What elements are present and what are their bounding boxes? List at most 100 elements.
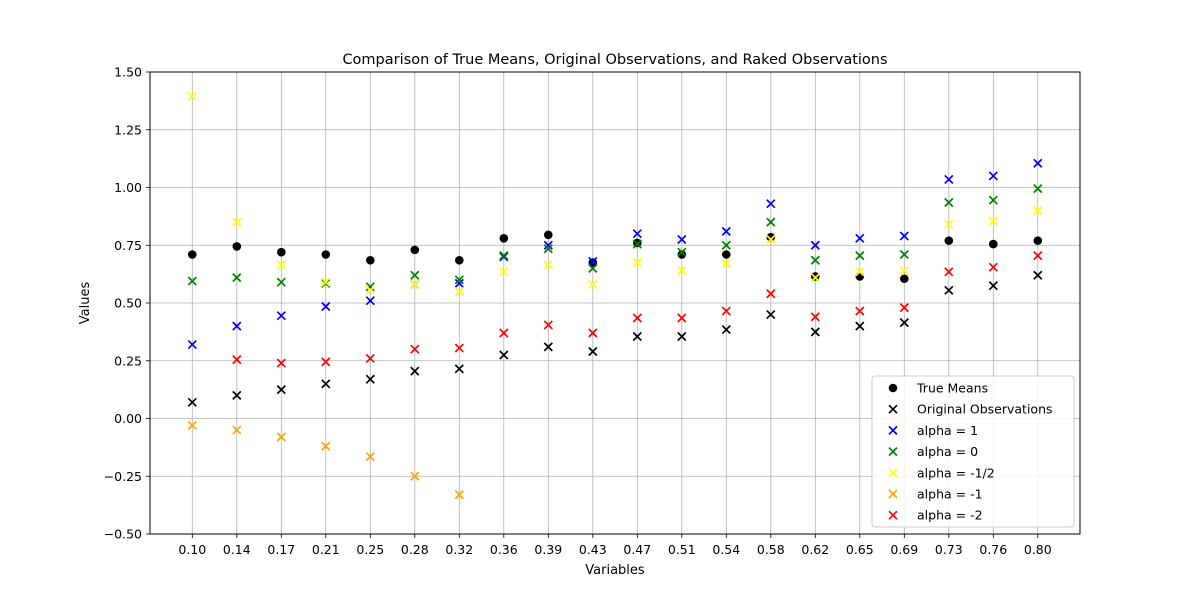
observation-point: [855, 321, 865, 331]
true-mean-point: [232, 242, 242, 251]
axis-ticks: 0.10 0.14 0.17 0.21 0.25 0.28 0.32 0.36 0.39 0.43…: [104, 65, 1052, 558]
true-mean-point: [855, 272, 865, 281]
observation-point: [276, 385, 286, 395]
observation-point: [1033, 158, 1043, 168]
legend: True Means Original Observations alpha = 1…: [871, 375, 1075, 528]
observation-point: [766, 199, 776, 209]
legend-marker: [888, 468, 898, 478]
observation-point: [766, 234, 776, 245]
legend-marker: [888, 446, 898, 457]
legend-marker: [888, 510, 898, 520]
true-mean-point: [989, 239, 998, 249]
true-mean-point: [677, 250, 687, 259]
observation-point: [588, 346, 598, 357]
observation-point: [899, 266, 909, 276]
x-tick-label: 0.69: [890, 542, 918, 557]
true-mean-point: [366, 255, 375, 265]
observation-point: [588, 328, 598, 338]
legend-label: alpha = 0: [917, 444, 978, 459]
true-mean-point: [321, 250, 331, 259]
x-tick-label: 0.36: [490, 542, 518, 557]
x-tick-label: 0.10: [178, 542, 206, 557]
observation-point: [543, 244, 553, 254]
observation-point: [365, 452, 375, 462]
x-tick-label: 0.39: [534, 542, 562, 557]
observation-point: [721, 226, 731, 236]
observation-point: [810, 272, 820, 283]
legend-label: alpha = -1/2: [917, 465, 995, 480]
chart-title: Comparison of True Means, Original Obser…: [342, 52, 887, 68]
true-mean-point: [455, 255, 464, 265]
observation-point: [321, 379, 331, 389]
observation-point: [677, 234, 687, 245]
legend-marker: [888, 425, 898, 436]
observation-point: [232, 390, 242, 401]
observation-point: [232, 217, 242, 227]
x-tick-label: 0.25: [356, 542, 384, 557]
true-mean-point: [722, 250, 731, 259]
legend-marker: [888, 383, 898, 393]
observation-point: [721, 240, 731, 250]
x-tick-label: 0.54: [712, 542, 740, 557]
true-mean-point: [544, 230, 553, 240]
observation-point: [365, 296, 375, 306]
observation-point: [543, 342, 553, 352]
observation-point: [454, 275, 464, 285]
observation-point: [499, 328, 509, 338]
x-tick-label: 0.62: [801, 542, 829, 557]
true-mean-point: [410, 245, 420, 255]
x-tick-label: 0.28: [401, 542, 429, 557]
observation-point: [454, 286, 464, 297]
observation-point: [677, 247, 687, 257]
legend-box: [871, 375, 1075, 528]
observation-point: [988, 262, 998, 272]
x-tick-label: 0.17: [267, 542, 295, 557]
observation-point: [454, 278, 464, 288]
y-tick-label: 0.00: [114, 411, 142, 426]
observation-point: [232, 354, 242, 365]
observation-point: [988, 171, 998, 181]
observation-point: [454, 343, 464, 353]
observation-point: [988, 216, 998, 226]
observation-point: [944, 285, 954, 295]
observation-point: [632, 239, 642, 249]
x-tick-label: 0.51: [668, 542, 696, 557]
observation-point: [721, 259, 731, 269]
observation-point: [899, 303, 909, 313]
observation-point: [899, 231, 909, 241]
legend-label: True Means: [916, 381, 988, 396]
observation-point: [632, 313, 642, 323]
true-mean-point: [277, 247, 286, 257]
observation-point: [187, 91, 197, 101]
observation-point: [944, 267, 954, 277]
true-mean-point: [900, 274, 909, 284]
observation-point: [1033, 270, 1043, 280]
observation-point: [187, 397, 197, 407]
observation-point: [721, 306, 731, 316]
true-mean-point: [499, 234, 509, 243]
x-tick-label: 0.14: [223, 542, 251, 557]
observation-point: [855, 306, 865, 316]
observation-point: [766, 217, 776, 227]
observation-point: [588, 256, 598, 267]
plot-frame: [149, 71, 1081, 535]
true-mean-point: [1033, 236, 1043, 245]
legend-marker: [888, 489, 898, 499]
observation-point: [677, 331, 687, 342]
observation-point: [410, 471, 420, 481]
observation-point: [810, 240, 820, 250]
observation-point: [588, 279, 598, 290]
observation-point: [365, 285, 375, 295]
observation-point: [187, 420, 197, 431]
observation-point: [766, 309, 776, 320]
observation-point: [410, 270, 420, 280]
observation-point: [499, 350, 509, 360]
observation-point: [988, 195, 998, 205]
observation-point: [454, 490, 464, 500]
x-tick-label: 0.47: [623, 542, 651, 557]
observation-point: [543, 240, 553, 250]
observation-point: [632, 331, 642, 342]
observation-point: [855, 251, 865, 261]
y-tick-label: 0.50: [114, 296, 142, 311]
